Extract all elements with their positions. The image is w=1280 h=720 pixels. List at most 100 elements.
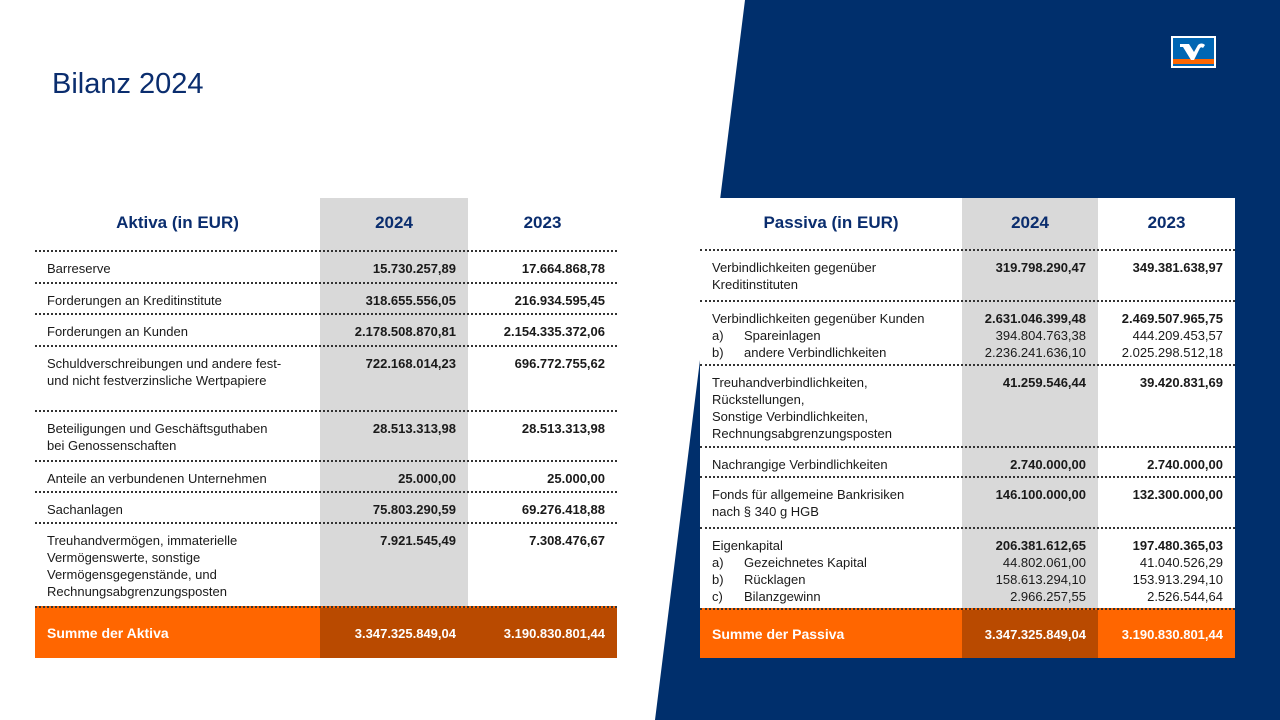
row-value-2023: 132.300.000,00 [1098,486,1223,503]
sum-value-2024: 3.347.325.849,04 [962,610,1098,658]
table-row: Schuldverschreibungen und andere fest-un… [35,345,617,410]
row-label-line: Anteile an verbundenen Unternehmen [47,471,267,486]
sub-value-2024: 2.966.257,55 [1010,589,1086,604]
sub-value-2024: 2.236.241.636,10 [984,345,1086,360]
row-label-line: Vermögensgegenstände, und [47,567,217,582]
value-2023: 696.772.755,62 [514,356,605,371]
value-2023: 216.934.595,45 [514,293,605,308]
value-2024: 2.178.508.870,81 [354,324,456,339]
row-label: Verbindlichkeiten gegenüber Kreditinstitu… [712,259,954,293]
row-value-2024: 28.513.313,98 [320,420,456,437]
row-label-line: Rückstellungen, [712,392,805,407]
sub-item-text: andere Verbindlichkeiten [744,345,887,360]
row-value-2024: 41.259.546,44 [962,374,1086,391]
value-2023: 349.381.638,97 [1132,260,1223,275]
row-label: Sachanlagen [47,501,312,518]
sum-value-2024: 3.347.325.849,04 [320,608,468,658]
value-2023: 2.469.507.965,75 [1121,311,1223,326]
row-value-2024: 25.000,00 [320,470,456,487]
row-label-line: Sachanlagen [47,502,123,517]
sum-row: Summe der Passiva 3.347.325.849,04 3.190.8… [700,608,1235,658]
row-value-2023: 25.000,00 [468,470,605,487]
sum-value-2023: 3.190.830.801,44 [1121,626,1223,642]
passiva-table: Passiva (in EUR) 2024 2023 Verbindlichkeite… [700,198,1235,658]
table-row: Eigenkapital a) Gezeichnetes Kapital b) Rück… [700,527,1235,608]
sub-item-text: Gezeichnetes Kapital [744,555,867,570]
sub-item-key: b) [712,572,724,587]
value-2024: 25.000,00 [398,471,456,486]
row-value-2024: 206.381.612,65 44.802.061,00 158.613.294,1… [962,537,1086,605]
value-2024: 319.798.290,47 [995,260,1086,275]
aktiva-table: Aktiva (in EUR) 2024 2023 Barreserve 15.730.… [35,198,617,658]
value-2024: 28.513.313,98 [372,421,456,436]
value-2023: 69.276.418,88 [521,502,605,517]
row-value-2024: 2.631.046.399,48 394.804.763,38 2.236.241.… [962,310,1086,361]
volksbank-raiffeisenbank-logo-icon [1171,36,1216,68]
row-label-line: Rechnungsabgrenzungsposten [47,584,227,599]
value-2023: 7.308.476,67 [529,533,605,548]
sub-item-text: Bilanzgewinn [744,589,821,604]
row-label: Forderungen an Kreditinstitute [47,292,312,309]
sub-item-text: Rücklagen [744,572,806,587]
row-label-line: Treuhandverbindlichkeiten, [712,375,868,390]
value-2023: 132.300.000,00 [1132,487,1223,502]
row-value-2023: 2.469.507.965,75 444.209.453,57 2.025.298.… [1098,310,1223,361]
row-label: Beteiligungen und Geschäftsguthaben bei G… [47,420,312,454]
row-label-line: Beteiligungen und Geschäftsguthaben [47,421,268,436]
value-2023: 28.513.313,98 [521,421,605,436]
row-label: Eigenkapital a) Gezeichnetes Kapital b) Rück… [712,537,954,605]
table-row: Sachanlagen 75.803.290,59 69.276.418,88 [35,491,617,522]
value-2024: 722.168.014,23 [365,356,456,371]
row-label: Treuhandvermögen, immaterielle Vermögensw… [47,532,312,600]
sub-item-label: a) Spareinlagen [712,327,954,344]
row-label-line: Forderungen an Kreditinstitute [47,293,222,308]
sub-value-2024: 394.804.763,38 [995,328,1086,343]
table-row: Forderungen an Kreditinstitute 318.655.55… [35,282,617,313]
row-label-line: Eigenkapital [712,538,783,553]
row-value-2024: 2.740.000,00 [962,456,1086,473]
year-2024-column-shade [962,198,1098,608]
row-value-2024: 7.921.545,49 [320,532,456,549]
table-row: Treuhandvermögen, immaterielle Vermögensw… [35,522,617,606]
sub-item-key: a) [712,328,724,343]
sum-label: Summe der Aktiva [47,625,169,641]
row-label-line: Fonds für allgemeine Bankrisiken [712,487,905,502]
table-row: Nachrangige Verbindlichkeiten 2.740.000,0… [700,446,1235,476]
row-label: Verbindlichkeiten gegenüber Kunden a) Spar… [712,310,954,361]
sub-value-2023: 153.913.294,10 [1132,572,1223,587]
sub-value-2023: 444.209.453,57 [1132,328,1223,343]
row-value-2024: 722.168.014,23 [320,355,456,372]
row-label: Nachrangige Verbindlichkeiten [712,456,954,473]
column-header-2024: 2024 [375,213,413,232]
sum-value-2023: 3.190.830.801,44 [468,608,617,658]
row-value-2023: 69.276.418,88 [468,501,605,518]
row-label-line: Treuhandvermögen, immaterielle [47,533,238,548]
table-header-title: Passiva (in EUR) [763,213,899,232]
row-value-2023: 2.154.335.372,06 [468,323,605,340]
column-header-2023: 2023 [1147,213,1186,232]
row-value-2023: 28.513.313,98 [468,420,605,437]
row-label-line: Verbindlichkeiten gegenüber [712,260,877,275]
value-2024: 15.730.257,89 [372,261,456,276]
row-value-2024: 146.100.000,00 [962,486,1086,503]
sub-item-label: c) Bilanzgewinn [712,588,954,605]
row-label-line: Nachrangige Verbindlichkeiten [712,457,888,472]
sub-item-label: b) andere Verbindlichkeiten [712,344,954,361]
sum-label: Summe der Passiva [712,626,845,642]
row-value-2024: 75.803.290,59 [320,501,456,518]
value-2024: 7.921.545,49 [380,533,456,548]
row-value-2023: 17.664.868,78 [468,260,605,277]
row-value-2024: 15.730.257,89 [320,260,456,277]
row-value-2023: 39.420.831,69 [1098,374,1223,391]
value-2023: 2.154.335.372,06 [503,324,605,339]
sub-item-key: a) [712,555,724,570]
row-value-2023: 2.740.000,00 [1098,456,1223,473]
table-row: Barreserve 15.730.257,89 17.664.868,78 [35,250,617,282]
row-label: Schuldverschreibungen und andere fest-un… [47,355,312,389]
sub-item-key: b) [712,345,724,360]
row-label-line: Kreditinstituten [712,277,798,292]
value-2023: 17.664.868,78 [521,261,605,276]
value-2023: 197.480.365,03 [1132,538,1223,553]
row-value-2024: 2.178.508.870,81 [320,323,456,340]
row-value-2024: 318.655.556,05 [320,292,456,309]
